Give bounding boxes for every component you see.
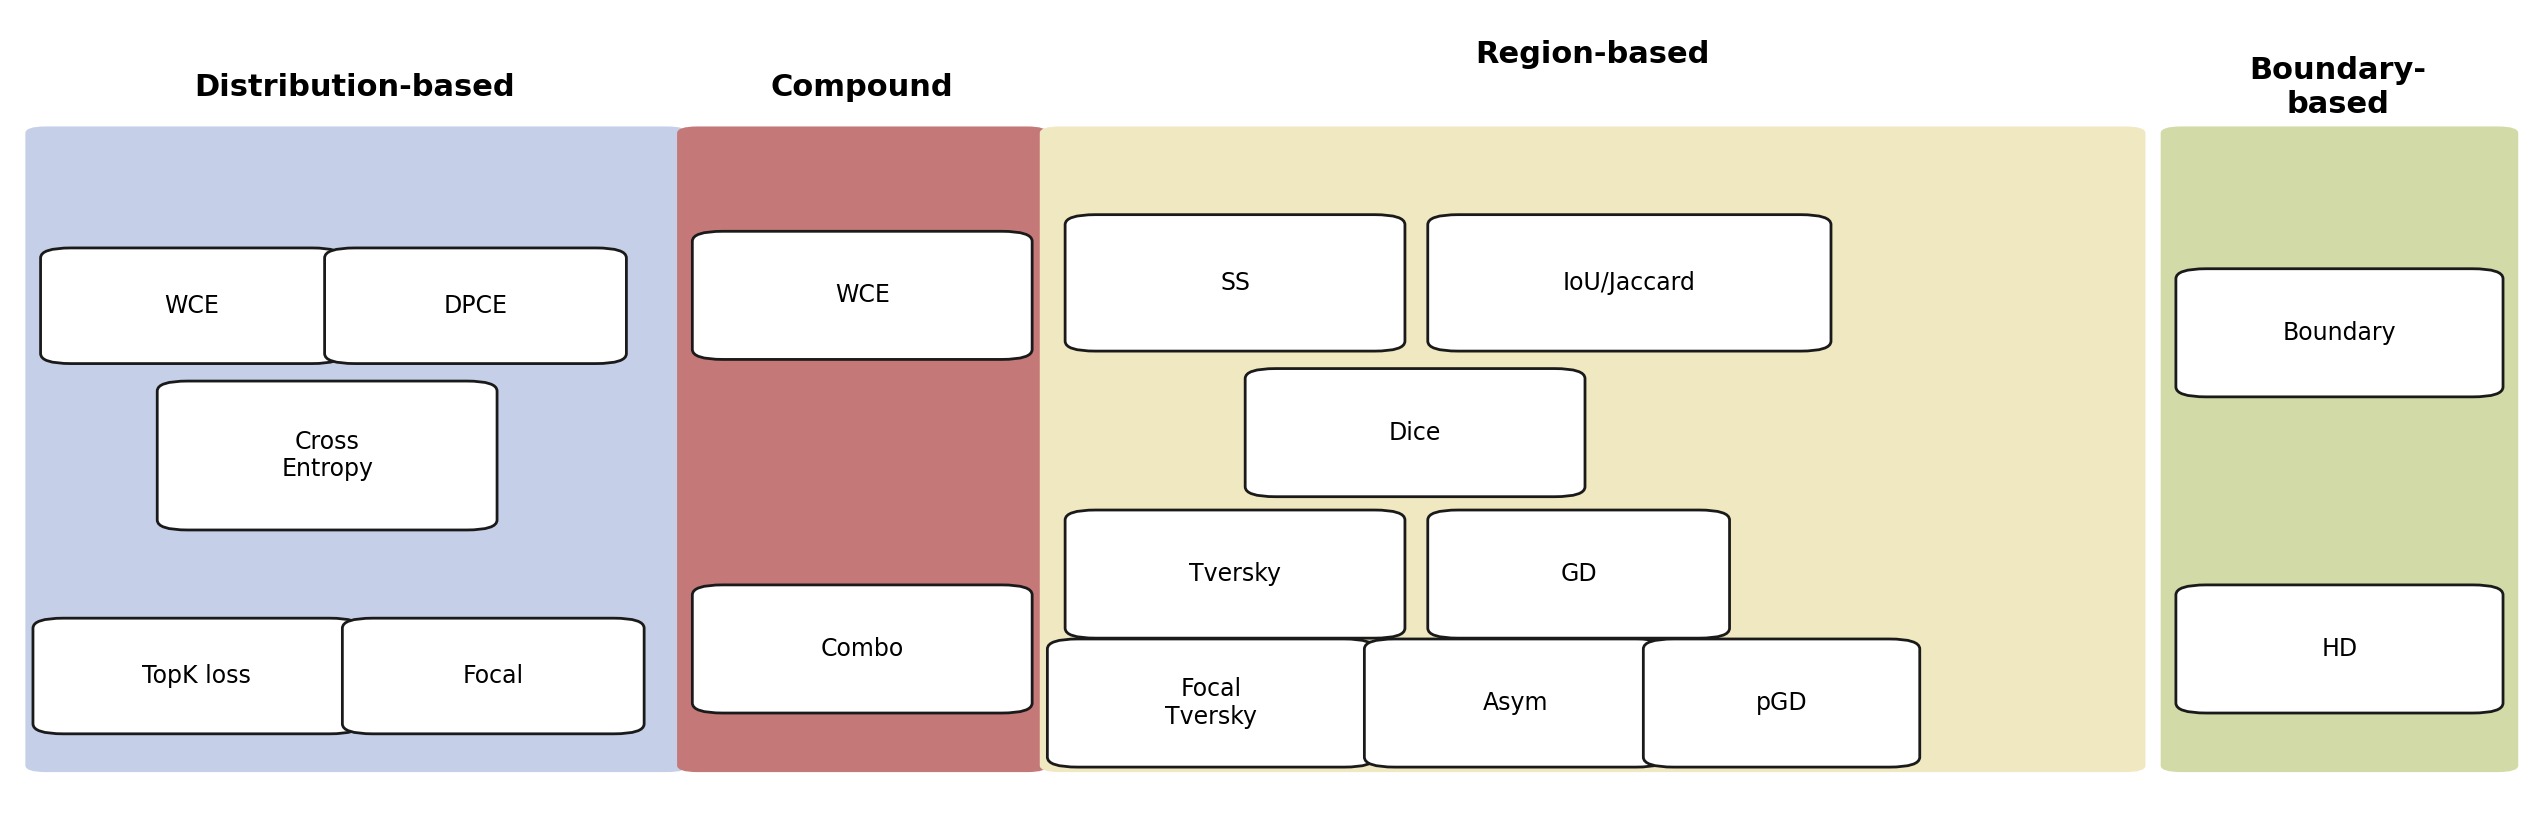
Text: Region-based: Region-based [1476, 40, 1709, 68]
Text: Focal
Tversky: Focal Tversky [1164, 677, 1258, 729]
FancyBboxPatch shape [342, 618, 644, 734]
Text: IoU/Jaccard: IoU/Jaccard [1562, 271, 1697, 295]
FancyBboxPatch shape [33, 618, 360, 734]
Text: TopK loss: TopK loss [142, 664, 251, 688]
FancyBboxPatch shape [1428, 510, 1730, 638]
FancyBboxPatch shape [1428, 215, 1831, 351]
Text: Boundary-
based: Boundary- based [2249, 56, 2427, 119]
FancyBboxPatch shape [1065, 510, 1405, 638]
Text: DPCE: DPCE [444, 294, 507, 318]
FancyBboxPatch shape [1065, 215, 1405, 351]
Text: Distribution-based: Distribution-based [195, 73, 515, 102]
Text: WCE: WCE [834, 284, 890, 307]
Text: HD: HD [2320, 637, 2358, 661]
FancyBboxPatch shape [2176, 585, 2503, 713]
Text: Asym: Asym [1484, 691, 1547, 715]
FancyBboxPatch shape [692, 585, 1032, 713]
FancyBboxPatch shape [677, 126, 1047, 772]
FancyBboxPatch shape [1047, 639, 1375, 767]
Text: pGD: pGD [1755, 691, 1808, 715]
FancyBboxPatch shape [1643, 639, 1920, 767]
Text: SS: SS [1220, 271, 1250, 295]
Text: GD: GD [1560, 562, 1598, 586]
FancyBboxPatch shape [25, 126, 687, 772]
FancyBboxPatch shape [2176, 269, 2503, 397]
FancyBboxPatch shape [1364, 639, 1666, 767]
Text: Tversky: Tversky [1189, 562, 1281, 586]
Text: Compound: Compound [771, 73, 954, 102]
FancyBboxPatch shape [692, 231, 1032, 359]
Text: Boundary: Boundary [2282, 321, 2397, 344]
Text: Cross
Entropy: Cross Entropy [281, 429, 373, 482]
FancyBboxPatch shape [1245, 369, 1585, 497]
FancyBboxPatch shape [157, 381, 497, 530]
Text: Combo: Combo [822, 637, 903, 661]
FancyBboxPatch shape [41, 248, 342, 364]
FancyBboxPatch shape [2161, 126, 2518, 772]
Text: Dice: Dice [1390, 421, 1440, 444]
FancyBboxPatch shape [1040, 126, 2145, 772]
Text: WCE: WCE [165, 294, 218, 318]
Text: Focal: Focal [462, 664, 525, 688]
FancyBboxPatch shape [325, 248, 626, 364]
